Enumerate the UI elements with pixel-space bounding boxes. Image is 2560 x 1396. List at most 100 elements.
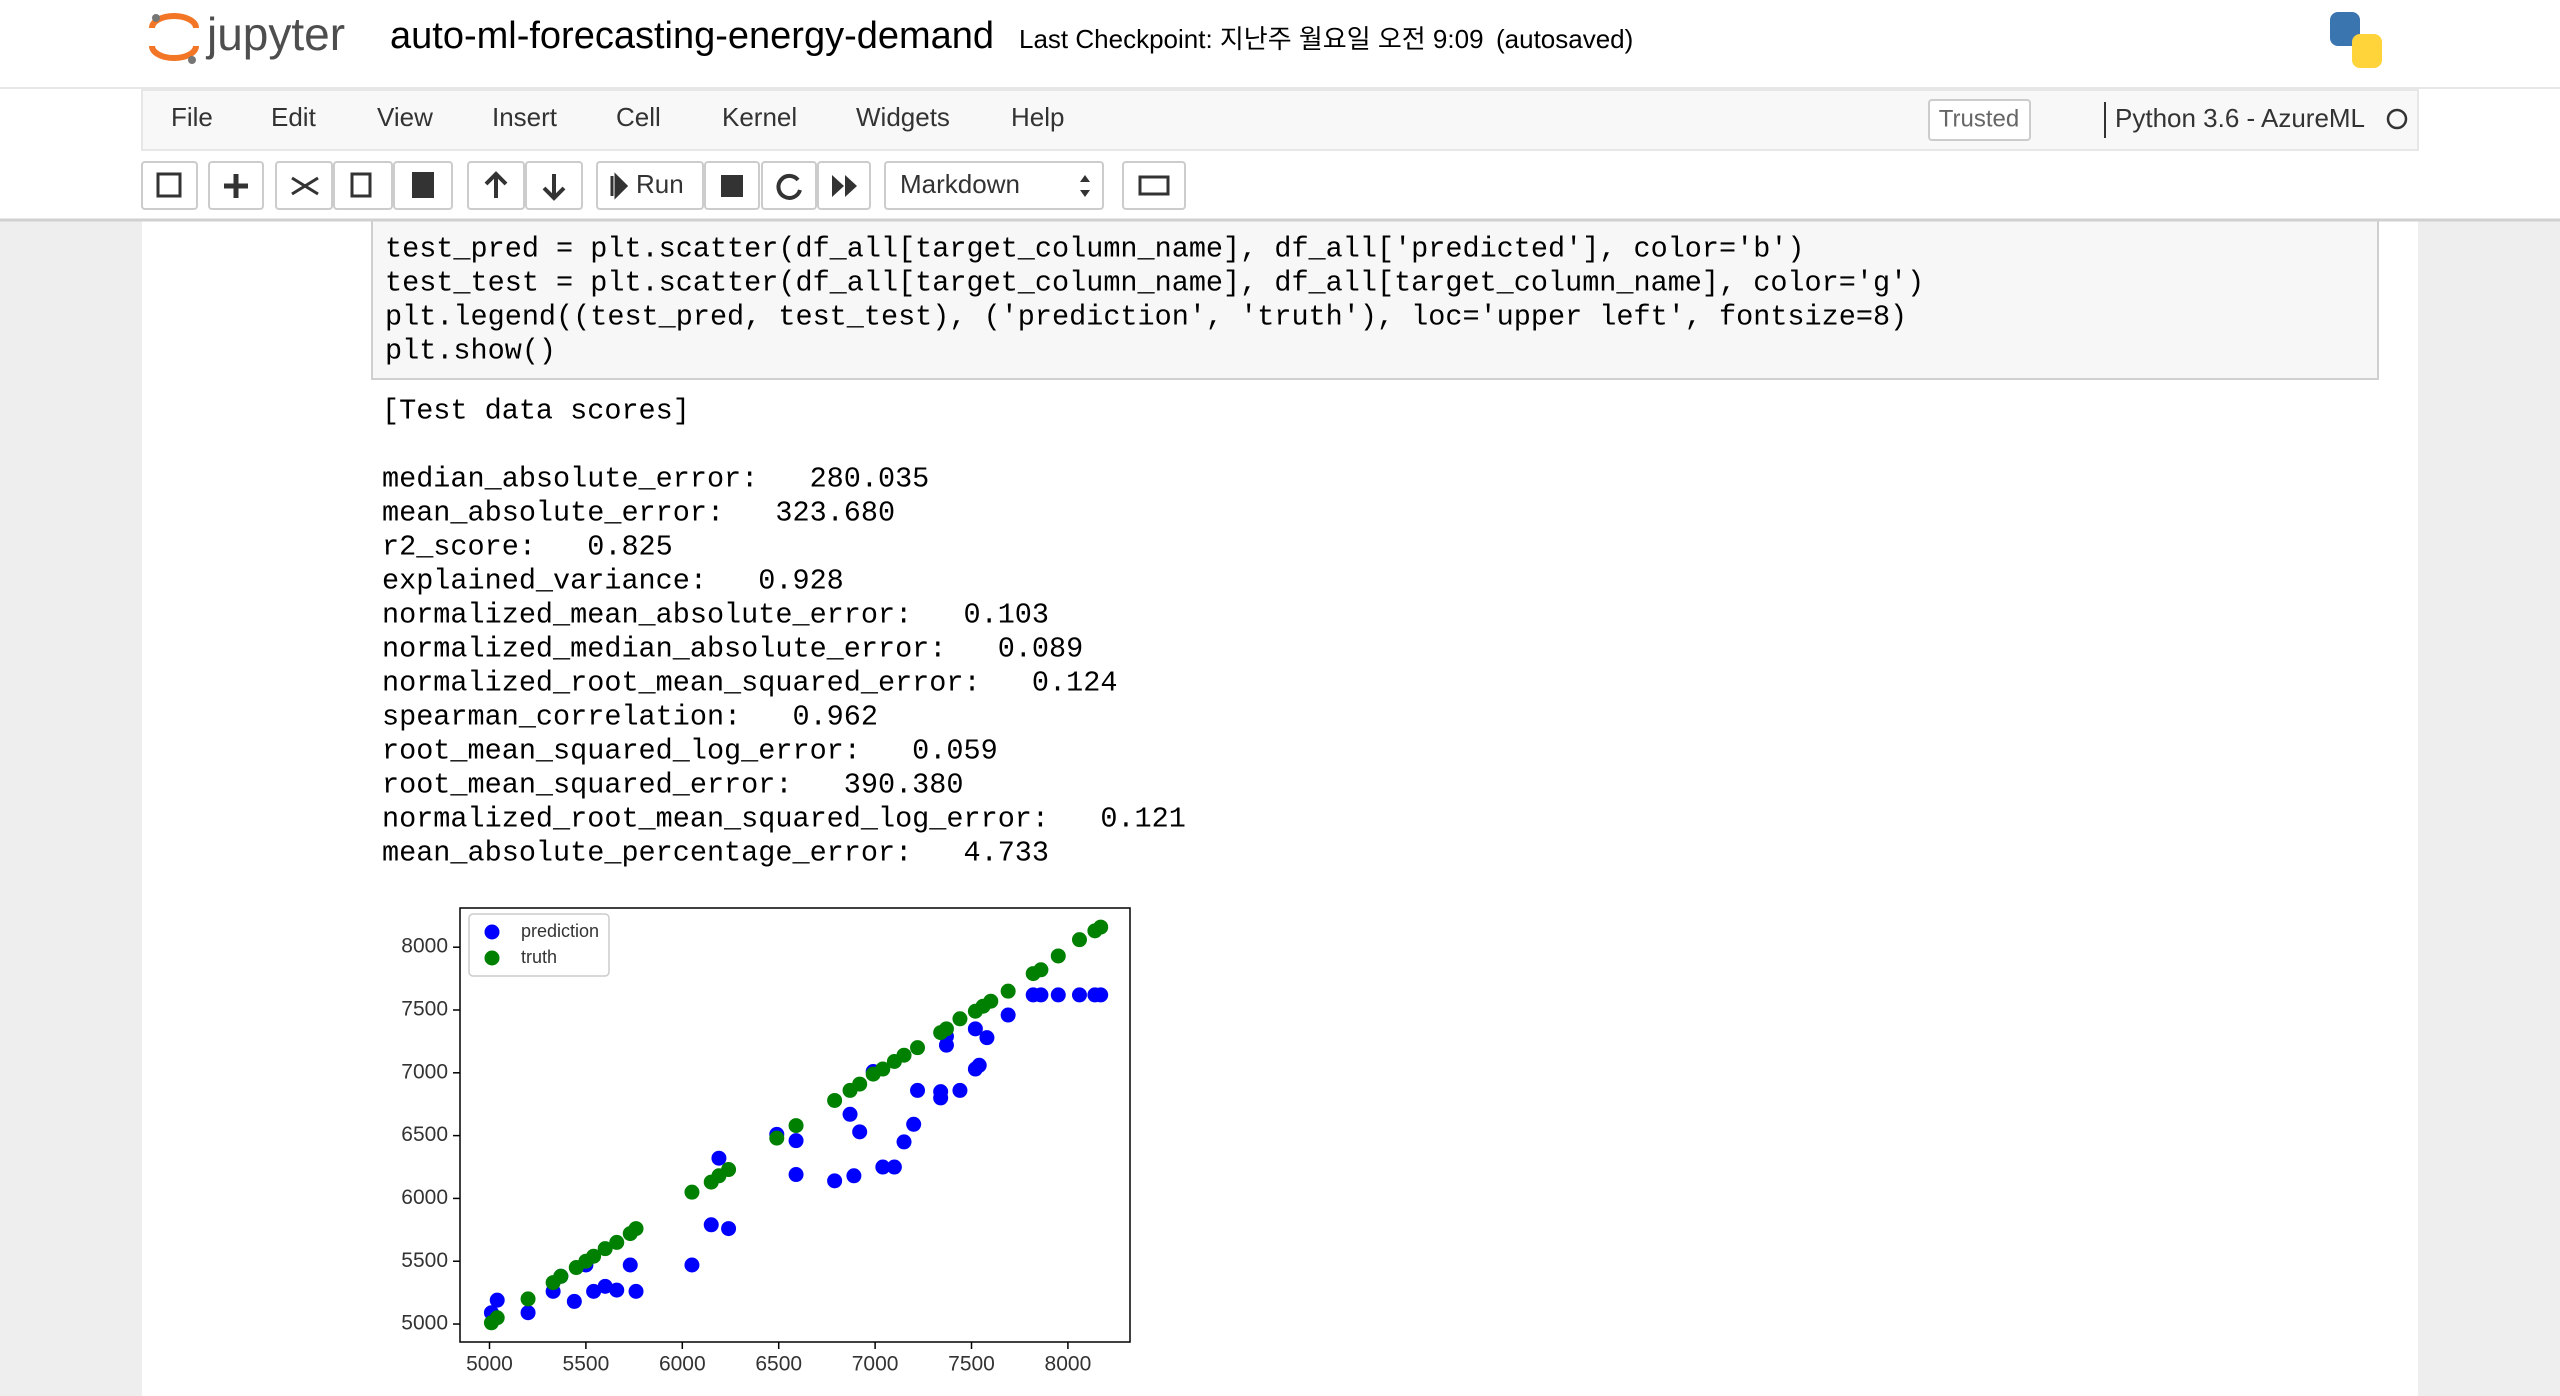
plot-frame (459, 907, 1131, 1343)
keyboard-icon (1138, 175, 1170, 196)
output-line: r2_score: 0.825 (382, 531, 673, 564)
menu-item[interactable]: Widgets (856, 102, 950, 132)
run-icon (610, 172, 629, 200)
code-line: plt.legend((test_pred, test_test), ('pre… (385, 301, 1907, 334)
scatter-point (769, 1130, 785, 1146)
legend-label: prediction (521, 921, 599, 941)
scatter-point (703, 1217, 719, 1233)
legend-label: truth (521, 947, 557, 967)
copy-icon (350, 172, 372, 198)
y-tick-label: 5000 (401, 1312, 448, 1335)
save-button[interactable] (141, 161, 198, 210)
code-line: test_pred = plt.scatter(df_all[target_co… (385, 233, 1805, 266)
output-line: root_mean_squared_error: 390.380 (382, 769, 964, 802)
scatter-point (896, 1047, 912, 1063)
scatter-point (827, 1092, 843, 1108)
menu-item[interactable]: Insert (492, 102, 558, 132)
run-label: Run (636, 169, 684, 199)
scatter-point (597, 1278, 613, 1294)
up-icon (484, 171, 508, 198)
menu-item[interactable]: File (171, 102, 213, 132)
copy-button[interactable] (333, 161, 393, 210)
legend-box (468, 913, 610, 977)
menu: File Edit View Insert Cell Kernel Widgets Help (171, 102, 1064, 132)
scatter-point (597, 1241, 613, 1257)
scatter-point (566, 1293, 582, 1309)
output-heading: [Test data scores] (382, 395, 690, 428)
stop-icon (721, 175, 743, 197)
y-tick-label: 5500 (401, 1249, 448, 1272)
scatter-point (910, 1082, 926, 1098)
x-tick-label: 6000 (659, 1353, 706, 1376)
legend-marker (484, 924, 500, 940)
x-tick-label: 7000 (852, 1353, 899, 1376)
menu-item[interactable]: Help (1011, 102, 1064, 132)
y-tick-label: 6000 (401, 1186, 448, 1209)
scatter-point (788, 1133, 804, 1149)
scatter-point (520, 1291, 536, 1307)
scatter-point (721, 1162, 737, 1178)
python-logo-part (2352, 34, 2382, 68)
scatter-point (933, 1090, 949, 1106)
python-logo (2330, 12, 2382, 68)
scatter-point (896, 1134, 912, 1150)
scatter-point (1000, 1007, 1016, 1023)
code-cell (371, 199, 2379, 380)
output-line: root_mean_squared_log_error: 0.059 (382, 735, 998, 768)
paste-icon (412, 172, 434, 198)
scatter-point (609, 1234, 625, 1250)
trusted-badge[interactable] (1928, 99, 2031, 141)
x-tick-label: 8000 (1045, 1353, 1092, 1376)
menu-item[interactable]: Kernel (722, 102, 797, 132)
menu-item[interactable]: Cell (616, 102, 661, 132)
scatter-point (711, 1150, 727, 1166)
output-line: normalized_root_mean_squared_log_error: … (382, 803, 1186, 836)
code-line: test_test = plt.scatter(df_all[target_co… (385, 267, 1924, 300)
notebook-title[interactable]: auto-ml-forecasting-energy-demand (390, 15, 994, 57)
logo-arc (149, 45, 199, 61)
checkpoint: Last Checkpoint: 지난주 월요일 오전 9:09 (1019, 24, 1484, 54)
cell-type-select[interactable] (884, 161, 1104, 210)
scatter-point (852, 1076, 868, 1092)
x-tick-label: 5500 (563, 1353, 610, 1376)
keyboard-button[interactable] (1122, 161, 1186, 210)
jupyter-logo[interactable] (149, 13, 199, 64)
output: [Test data scores] median_absolute_error:… (382, 395, 1186, 870)
cell-type: Markdown (900, 169, 1020, 199)
scatter-point (721, 1221, 737, 1237)
scatter-point (875, 1159, 891, 1175)
restart-button[interactable] (761, 161, 817, 210)
legend-marker (484, 950, 500, 966)
scatter-point (886, 1159, 902, 1175)
down-icon (542, 174, 566, 201)
code-line: plt.show() (385, 335, 556, 368)
kernel-name: Python 3.6 - AzureML (2115, 103, 2365, 133)
y-tick-label: 7500 (401, 998, 448, 1021)
scatter-point (553, 1268, 569, 1284)
scatter-point (1050, 987, 1066, 1003)
output-line: normalized_mean_absolute_error: 0.103 (382, 599, 1049, 632)
scatter-point (684, 1257, 700, 1273)
output-line: median_absolute_error: 280.035 (382, 463, 929, 496)
y-tick-label: 6500 (401, 1123, 448, 1146)
x-tick-label: 5000 (466, 1353, 513, 1376)
python-logo-part (2330, 12, 2360, 46)
scatter-point (788, 1167, 804, 1183)
output-line: normalized_root_mean_squared_error: 0.12… (382, 667, 1117, 700)
scatter-point (1000, 983, 1016, 999)
toolbar: Run Markdown (141, 161, 1186, 210)
trusted-label: Trusted (1939, 105, 2019, 132)
scatter-point (971, 1057, 987, 1073)
scatter-point (586, 1283, 602, 1299)
run-all-button[interactable] (817, 161, 871, 210)
menu-item[interactable]: Edit (271, 102, 317, 132)
scatter-point (983, 993, 999, 1009)
run-button[interactable] (596, 161, 704, 210)
x-tick-label: 6500 (755, 1353, 802, 1376)
menu-item[interactable]: View (377, 102, 433, 132)
kernel-indicator (2386, 108, 2408, 130)
output-line: spearman_correlation: 0.962 (382, 701, 878, 734)
logo-text: jupyter (205, 8, 345, 60)
scatter-point (875, 1061, 891, 1077)
